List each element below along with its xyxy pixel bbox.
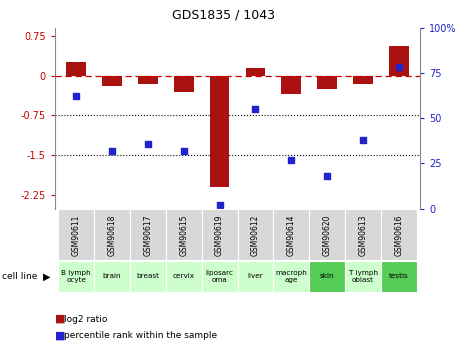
Point bbox=[108, 148, 116, 154]
Bar bbox=[94, 261, 130, 292]
Bar bbox=[353, 76, 373, 83]
Bar bbox=[202, 261, 238, 292]
Text: GSM90614: GSM90614 bbox=[287, 214, 296, 256]
Text: GSM90612: GSM90612 bbox=[251, 214, 260, 256]
Bar bbox=[130, 209, 166, 260]
Text: macroph
age: macroph age bbox=[276, 270, 307, 283]
Bar bbox=[130, 261, 166, 292]
Point bbox=[144, 141, 152, 146]
Bar bbox=[273, 261, 309, 292]
Bar bbox=[281, 76, 301, 94]
Bar bbox=[58, 261, 94, 292]
Bar bbox=[309, 261, 345, 292]
Bar bbox=[381, 209, 417, 260]
Bar bbox=[102, 76, 122, 86]
Bar bbox=[381, 261, 417, 292]
Text: GSM90616: GSM90616 bbox=[394, 214, 403, 256]
Text: ▶: ▶ bbox=[43, 272, 50, 281]
Text: cell line: cell line bbox=[2, 272, 38, 281]
Point bbox=[359, 137, 367, 143]
Bar bbox=[94, 209, 130, 260]
Text: GDS1835 / 1043: GDS1835 / 1043 bbox=[172, 9, 275, 22]
Bar bbox=[345, 209, 381, 260]
Text: liposarc
oma: liposarc oma bbox=[206, 270, 234, 283]
Text: GSM90611: GSM90611 bbox=[72, 214, 81, 256]
Text: liver: liver bbox=[247, 273, 263, 279]
Point bbox=[287, 157, 295, 162]
Bar bbox=[209, 76, 229, 187]
Bar bbox=[202, 209, 238, 260]
Point bbox=[395, 65, 403, 70]
Bar bbox=[66, 62, 86, 76]
Text: GSM90619: GSM90619 bbox=[215, 214, 224, 256]
Bar bbox=[345, 261, 381, 292]
Bar bbox=[317, 76, 337, 89]
Text: cervix: cervix bbox=[173, 273, 195, 279]
Text: GSM90615: GSM90615 bbox=[179, 214, 188, 256]
Bar bbox=[238, 209, 273, 260]
Bar bbox=[246, 68, 266, 76]
Bar bbox=[138, 76, 158, 83]
Point bbox=[72, 93, 80, 99]
Point bbox=[180, 148, 188, 154]
Bar bbox=[174, 76, 194, 91]
Bar bbox=[166, 261, 202, 292]
Text: log2 ratio: log2 ratio bbox=[64, 315, 107, 324]
Point bbox=[252, 106, 259, 112]
Point bbox=[216, 202, 223, 208]
Text: brain: brain bbox=[103, 273, 121, 279]
Bar bbox=[238, 261, 273, 292]
Text: T lymph
oblast: T lymph oblast bbox=[349, 270, 378, 283]
Text: skin: skin bbox=[320, 273, 334, 279]
Bar bbox=[58, 209, 94, 260]
Text: ■: ■ bbox=[55, 314, 65, 324]
Bar bbox=[389, 46, 408, 76]
Text: GSM90613: GSM90613 bbox=[359, 214, 368, 256]
Text: percentile rank within the sample: percentile rank within the sample bbox=[64, 331, 217, 340]
Bar bbox=[166, 209, 202, 260]
Text: GSM90617: GSM90617 bbox=[143, 214, 152, 256]
Text: B lymph
ocyte: B lymph ocyte bbox=[61, 270, 91, 283]
Text: ■: ■ bbox=[55, 331, 65, 340]
Text: GSM90620: GSM90620 bbox=[323, 214, 332, 256]
Text: testis: testis bbox=[389, 273, 408, 279]
Text: breast: breast bbox=[136, 273, 159, 279]
Text: GSM90618: GSM90618 bbox=[107, 214, 116, 256]
Point bbox=[323, 173, 331, 179]
Bar bbox=[309, 209, 345, 260]
Bar bbox=[273, 209, 309, 260]
